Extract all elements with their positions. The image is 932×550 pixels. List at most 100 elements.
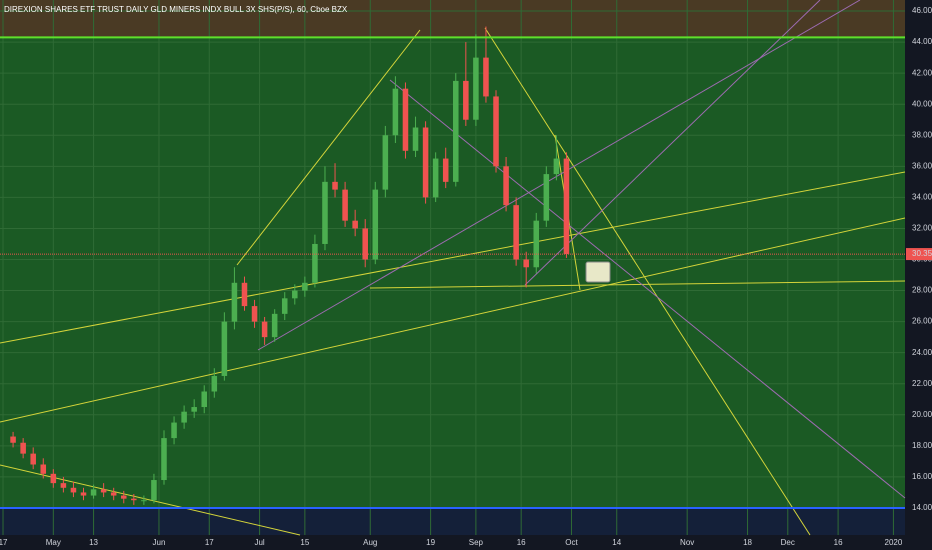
candle-body <box>80 492 87 496</box>
x-tick-label: Aug <box>363 538 377 547</box>
candle-body <box>191 407 197 412</box>
candles <box>10 26 570 505</box>
candle-body <box>131 498 137 501</box>
y-tick-label: 40.00 <box>912 99 932 108</box>
candle-body <box>221 321 228 376</box>
candle-body <box>533 220 540 268</box>
y-tick-label: 24.00 <box>912 348 932 357</box>
candle-body <box>171 422 177 439</box>
trend-line <box>369 280 906 289</box>
candle-body <box>120 495 127 499</box>
candle-body <box>332 181 338 190</box>
candle-body <box>453 80 459 182</box>
x-tick-label: 16 <box>834 538 843 547</box>
x-tick-label: 13 <box>89 538 98 547</box>
trend-line <box>0 217 906 423</box>
candle-body <box>523 259 529 268</box>
time-axis <box>0 535 905 550</box>
candle-body <box>422 127 429 198</box>
candle-body <box>30 453 36 465</box>
candle-body <box>563 158 570 255</box>
y-tick-label: 28.00 <box>912 286 932 295</box>
resistance-zone <box>0 0 905 37</box>
candle-body <box>60 483 67 488</box>
candle-body <box>10 436 16 443</box>
trend-line <box>389 79 906 499</box>
y-tick-label: 44.00 <box>912 37 932 46</box>
last-price-label: 30.35 <box>912 249 932 258</box>
trend-line <box>0 171 906 344</box>
trend-lines <box>0 0 906 536</box>
candle-body <box>513 205 519 260</box>
chart-title: DIREXION SHARES ETF TRUST DAILY GLD MINE… <box>4 5 348 14</box>
y-tick-label: 22.00 <box>912 379 932 388</box>
candle-body <box>382 135 389 190</box>
y-tick-label: 20.00 <box>912 410 932 419</box>
y-tick-label: 14.00 <box>912 503 932 512</box>
price-axis <box>905 0 932 550</box>
candle-body <box>352 220 358 229</box>
candle-body <box>342 189 348 221</box>
trend-line <box>524 0 821 286</box>
candle-body <box>241 282 248 307</box>
last-price-tag <box>906 248 932 261</box>
candle-body <box>20 442 26 454</box>
candle-body <box>402 88 409 151</box>
candle-body <box>553 158 560 175</box>
candle-body <box>211 375 218 392</box>
candle-body <box>302 282 308 291</box>
candle-body <box>50 473 57 484</box>
candle-body <box>271 313 278 338</box>
candle-body <box>372 189 379 260</box>
candle-body <box>442 158 449 182</box>
candle-body <box>151 480 157 501</box>
x-tick-label: Dec <box>781 538 795 547</box>
trend-line <box>236 29 421 266</box>
x-tick-label: 17 <box>0 538 8 547</box>
candle-body <box>231 282 238 322</box>
candle-body <box>70 487 77 493</box>
candle-body <box>463 80 469 120</box>
y-tick-label: 26.00 <box>912 317 932 326</box>
x-tick-label: 16 <box>517 538 526 547</box>
support-zone <box>0 508 905 535</box>
x-tick-label: Jun <box>153 538 166 547</box>
candle-body <box>161 438 167 481</box>
y-tick-label: 38.00 <box>912 130 932 139</box>
candle-body <box>251 306 258 322</box>
candle-body <box>543 174 550 221</box>
x-tick-label: 2020 <box>885 538 903 547</box>
x-tick-label: Oct <box>565 538 578 547</box>
candle-body <box>90 489 97 496</box>
candle-body <box>392 88 399 136</box>
trend-line <box>484 27 811 536</box>
candle-body <box>432 158 439 198</box>
y-tick-label: 46.00 <box>912 6 932 15</box>
y-tick-label: 16.00 <box>912 472 932 481</box>
x-tick-label: 14 <box>612 538 621 547</box>
candle-body <box>322 181 328 244</box>
candle-body <box>362 228 368 260</box>
trend-line <box>0 464 301 536</box>
candle-body <box>141 500 147 502</box>
candle-body <box>412 127 419 151</box>
candle-body <box>493 96 499 167</box>
x-tick-label: Sep <box>469 538 484 547</box>
candle-body <box>261 321 268 338</box>
x-tick-label: Jul <box>254 538 264 547</box>
x-tick-label: 15 <box>300 538 309 547</box>
candle-body <box>181 411 187 423</box>
y-tick-label: 18.00 <box>912 441 932 450</box>
grid <box>0 0 905 535</box>
x-tick-label: 18 <box>743 538 752 547</box>
candle-body <box>503 166 509 206</box>
y-tick-label: 34.00 <box>912 192 932 201</box>
y-tick-label: 32.00 <box>912 224 932 233</box>
y-tick-label: 42.00 <box>912 68 932 77</box>
plot-background <box>0 0 905 535</box>
candle-body <box>201 391 208 408</box>
callout <box>585 261 611 283</box>
candle-body <box>40 464 47 474</box>
